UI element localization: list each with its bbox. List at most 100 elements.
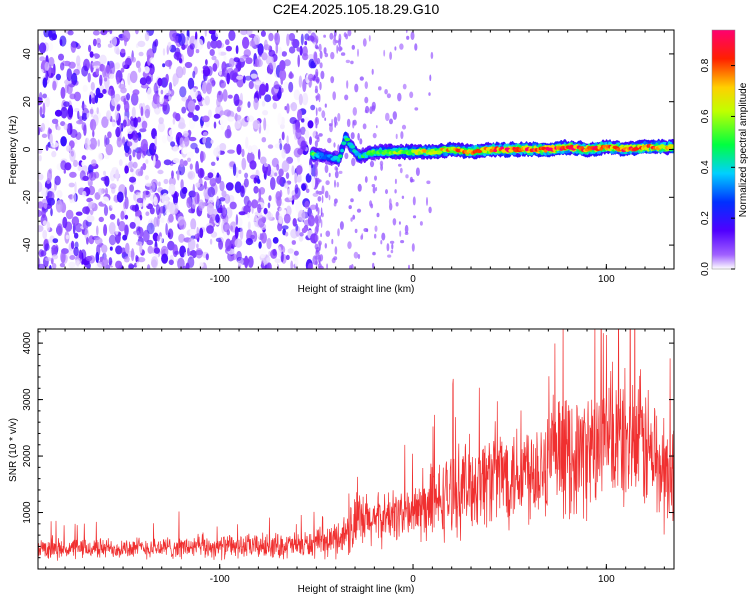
spectrogram-noise-blob: [240, 185, 245, 198]
spectrogram-noise-blob: [73, 159, 78, 167]
spectrogram-noise-blob: [419, 221, 423, 226]
spectrogram-noise-blob: [110, 200, 117, 209]
spectrogram-noise-blob: [411, 243, 415, 252]
spectrogram-noise-blob: [139, 77, 147, 86]
spectrogram-noise-blob: [98, 216, 105, 223]
spectrogram-noise-blob: [172, 244, 178, 258]
spectrogram-noise-blob: [228, 87, 236, 95]
spectrogram-noise-blob: [395, 133, 398, 140]
spectrogram-noise-blob: [81, 161, 85, 167]
spectrogram-noise-blob: [82, 206, 90, 214]
spectrogram-noise-blob: [153, 196, 158, 206]
spectrogram-noise-blob: [381, 232, 386, 241]
spectrogram-noise-blob: [137, 40, 146, 48]
spectrogram-noise-blob: [104, 154, 110, 160]
spectrogram-noise-blob: [374, 233, 377, 239]
spectrogram-noise-blob: [69, 255, 76, 260]
spectrogram-noise-blob: [146, 264, 151, 269]
spectrogram-noise-blob: [245, 57, 253, 65]
spectrogram-noise-blob: [315, 107, 318, 117]
spectrogram-noise-blob: [67, 104, 74, 118]
spectrogram-noise-blob: [62, 216, 68, 229]
spectrogram-noise-blob: [340, 47, 343, 51]
spectrogram-noise-blob: [128, 154, 132, 162]
spectrogram-noise-blob: [216, 145, 221, 158]
spectrogram-noise-blob: [317, 196, 322, 202]
spectrogram-noise-blob: [284, 231, 289, 237]
spectrogram-noise-blob: [47, 42, 54, 52]
spectrogram-noise-blob: [95, 251, 100, 263]
spectrogram-noise-blob: [298, 93, 303, 106]
spectrogram-noise-blob: [219, 204, 223, 213]
spectrogram-noise-blob: [38, 173, 44, 181]
spectrogram-noise-blob: [265, 54, 274, 66]
spectrogram-noise-blob: [414, 43, 418, 51]
spectrogram-noise-blob: [55, 200, 63, 213]
spectrogram-noise-blob: [321, 110, 326, 119]
spectrogram-noise-blob: [320, 70, 325, 80]
spectrogram-noise-blob: [372, 132, 377, 139]
spectrogram-noise-blob: [207, 172, 214, 179]
spectrogram-noise-blob: [143, 66, 150, 74]
spectrogram-noise-blob: [429, 74, 432, 82]
spectrogram-noise-blob: [298, 235, 304, 242]
spectrogram-noise-blob: [122, 61, 128, 70]
spectrogram-noise-blob: [44, 243, 50, 251]
spectrogram-noise-blob: [311, 176, 316, 189]
spectrogram-noise-blob: [391, 243, 394, 250]
spectrogram-noise-blob: [159, 217, 166, 223]
spectrogram-noise-blob: [70, 40, 77, 53]
spectrogram-noise-blob: [205, 253, 209, 261]
spectrogram-noise-blob: [172, 146, 179, 153]
spectrogram-noise-blob: [324, 164, 329, 174]
spectrogram-noise-blob: [362, 123, 367, 130]
spectrogram-noise-blob: [45, 144, 49, 151]
colorbar-tick-label: 0.4: [700, 160, 711, 174]
spectrogram-noise-blob: [168, 183, 176, 195]
spectrogram-noise-blob: [109, 246, 113, 251]
spectrogram-noise-blob: [337, 144, 340, 152]
spectrogram-noise-blob: [296, 165, 303, 175]
spectrogram-noise-blob: [317, 254, 321, 264]
spectrogram-noise-blob: [188, 136, 197, 142]
spectrogram-noise-blob: [406, 35, 410, 40]
spectrogram-noise-blob: [263, 163, 269, 167]
spectrogram-noise-blob: [219, 114, 228, 128]
spectrogram-noise-blob: [314, 116, 319, 126]
spectrogram-noise-blob: [180, 179, 184, 190]
spectrogram-noise-blob: [40, 122, 46, 132]
spectrogram-noise-blob: [155, 204, 161, 216]
spectrogram-noise-blob: [186, 196, 192, 204]
spectrogram-noise-blob: [315, 246, 320, 253]
spectrogram-noise-blob: [164, 214, 168, 224]
spectrogram-noise-blob: [233, 57, 240, 63]
spectrogram-noise-blob: [189, 43, 195, 50]
spectrogram-noise-blob: [158, 117, 164, 125]
spectrogram-noise-blob: [300, 118, 305, 123]
spectrogram-noise-blob: [228, 30, 236, 41]
spectrogram-noise-blob: [138, 202, 143, 208]
spectrogram-noise-blob: [195, 248, 203, 259]
spectrogram-noise-blob: [246, 115, 255, 122]
spectrogram-noise-blob: [383, 49, 386, 57]
spectrogram-noise-blob: [146, 149, 153, 157]
spectrogram-noise-blob: [210, 39, 218, 49]
spectrogram-noise-blob: [84, 93, 89, 103]
snr-y-axis: 1000 2000 3000 4000: [22, 331, 674, 559]
spectrogram-noise-blob: [145, 190, 149, 195]
spectrogram-noise-blob: [118, 159, 123, 167]
spectrogram-noise-blob: [414, 107, 419, 111]
spectrogram-noise-blob: [251, 199, 258, 209]
spectrogram-noise-blob: [219, 143, 227, 151]
spectrogram-noise-blob: [106, 111, 109, 120]
spectrogram-noise-blob: [136, 197, 144, 204]
spectrogram-noise-blob: [89, 119, 97, 131]
spectrogram-noise-blob: [133, 117, 138, 128]
spectrogram-noise-blob: [277, 222, 283, 232]
spectrogram-noise-blob: [187, 77, 195, 90]
spectrogram-noise-blob: [58, 53, 64, 61]
spectrogram-noise-blob: [128, 176, 137, 183]
spectrogram-noise-blob: [87, 202, 96, 209]
spectrogram-noise-blob: [330, 76, 335, 84]
spectrogram-noise-blob: [307, 262, 314, 269]
